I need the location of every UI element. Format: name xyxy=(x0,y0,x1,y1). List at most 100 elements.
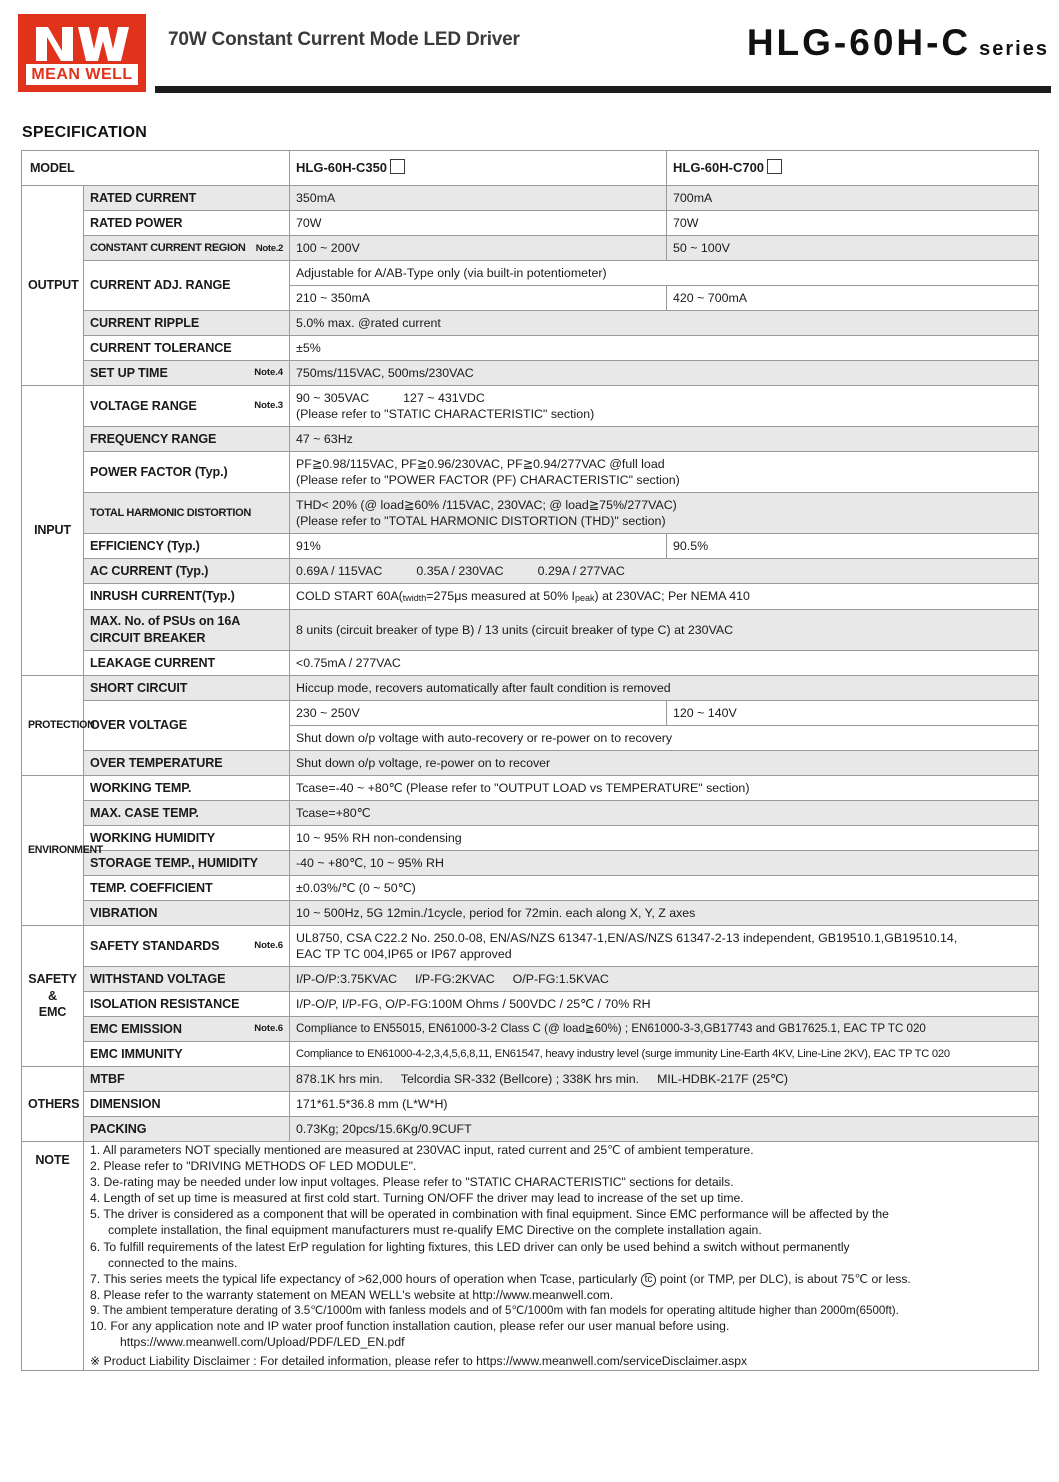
param-current-tolerance: CURRENT TOLERANCE xyxy=(82,335,291,361)
model-label: MODEL xyxy=(20,150,291,186)
value-short-circuit: Hiccup mode, recovers automatically afte… xyxy=(289,675,1040,701)
section-safety-line2: EMC xyxy=(38,1005,67,1020)
param-leakage-current: LEAKAGE CURRENT xyxy=(82,650,291,676)
value-voltage-range-line2: (Please refer to "STATIC CHARACTERISTIC"… xyxy=(296,407,595,421)
table-row-inrush: INRUSH CURRENT(Typ.) COLD START 60A(twid… xyxy=(22,583,1040,610)
value-over-temperature: Shut down o/p voltage, re-power on to re… xyxy=(289,750,1040,776)
note-8: 8. Please refer to the warranty statemen… xyxy=(90,1287,614,1302)
value-temp-coefficient: ±0.03%/℃ (0 ~ 50℃) xyxy=(289,875,1040,901)
value-vibration: 10 ~ 500Hz, 5G 12min./1cycle, period for… xyxy=(289,900,1040,926)
value-mtbf: 878.1K hrs min. Telcordia SR-332 (Bellcor… xyxy=(289,1066,1040,1092)
note-6: 6. To fulfill requirements of the latest… xyxy=(90,1239,850,1254)
table-row-max-case-temp: MAX. CASE TEMP. Tcase=+80℃ xyxy=(22,800,1040,826)
value-storage-temp-humidity: -40 ~ +80℃, 10 ~ 95% RH xyxy=(289,850,1040,876)
value-pf-line1: PF≧0.98/115VAC, PF≧0.96/230VAC, PF≧0.94/… xyxy=(296,456,665,471)
param-inrush-current: INRUSH CURRENT(Typ.) xyxy=(82,583,291,610)
table-row-thd: TOTAL HARMONIC DISTORTION THD< 20% (@ lo… xyxy=(22,492,1040,534)
table-row-efficiency: EFFICIENCY (Typ.) 91% 90.5% xyxy=(22,533,1040,559)
param-withstand-voltage: WITHSTAND VOLTAGE xyxy=(82,966,291,992)
table-row-emc-immunity: EMC IMMUNITY Compliance to EN61000-4-2,3… xyxy=(22,1041,1040,1067)
param-vibration: VIBRATION xyxy=(82,900,291,926)
note-ref-6a: Note.6 xyxy=(254,939,284,951)
value-emc-immunity: Compliance to EN61000-4-2,3,4,5,6,8,11, … xyxy=(289,1041,1040,1067)
table-row-max-psu: MAX. No. of PSUs on 16A CIRCUIT BREAKER … xyxy=(22,609,1040,651)
param-setup-label: SET UP TIME xyxy=(90,365,168,380)
table-row-current-adj-top: CURRENT ADJ. RANGE Adjustable for A/AB-T… xyxy=(22,260,1040,311)
inrush-peak: peak xyxy=(574,593,595,604)
note-10-url[interactable]: https://www.meanwell.com/Upload/PDF/LED_… xyxy=(120,1335,405,1350)
table-row-current-tolerance: CURRENT TOLERANCE ±5% xyxy=(22,335,1040,361)
table-row-rated-power: RATED POWER 70W 70W xyxy=(22,210,1040,236)
value-voltage-range: 90 ~ 305VAC 127 ~ 431VDC (Please refer to… xyxy=(289,385,1040,427)
param-mtbf: MTBF xyxy=(82,1066,291,1092)
mtbf-telcordia-std: Telcordia SR-332 (Bellcore) ; 338K hrs m… xyxy=(400,1071,640,1086)
spec-heading: SPECIFICATION xyxy=(22,124,147,141)
table-row-temp-coefficient: TEMP. COEFFICIENT ±0.03%/℃ (0 ~ 50℃) xyxy=(22,875,1040,901)
inrush-p5: s measured at 50% I xyxy=(461,589,575,604)
logo-brand-text: MEAN WELL xyxy=(26,64,138,85)
section-others: OTHERS xyxy=(21,1066,84,1142)
note-1: 1. All parameters NOT specially mentione… xyxy=(90,1143,754,1157)
model-1-name: HLG-60H-C350 xyxy=(296,160,388,176)
note-2: 2. Please refer to "DRIVING METHODS OF L… xyxy=(90,1159,417,1174)
voltage-dc: 127 ~ 431VDC xyxy=(403,390,485,405)
section-input: INPUT xyxy=(21,385,84,676)
value-current-adj-1: 210 ~ 350mA xyxy=(289,285,668,311)
voltage-ac: 90 ~ 305VAC xyxy=(296,390,370,405)
table-row-safety-standards: SAFETY & EMC SAFETY STANDARDS Note.6 UL87… xyxy=(21,925,1040,1067)
notes-block: 1. All parameters NOT specially mentione… xyxy=(82,1141,1040,1371)
value-max-psus: 8 units (circuit breaker of type B) / 13… xyxy=(289,609,1040,651)
model-2-name: HLG-60H-C700 xyxy=(673,160,765,176)
param-max-psus-line2: CIRCUIT BREAKER xyxy=(90,631,206,645)
param-efficiency: EFFICIENCY (Typ.) xyxy=(82,533,291,559)
value-rated-power-2: 70W xyxy=(666,210,1040,236)
note-10: 10. For any application note and IP wate… xyxy=(90,1319,730,1334)
param-voltage-range: VOLTAGE RANGE Note.3 xyxy=(82,385,291,427)
table-row-ccr: CONSTANT CURRENT REGION Note.2 100 ~ 200V… xyxy=(22,235,1040,261)
value-voltage-range-line1: 90 ~ 305VAC 127 ~ 431VDC xyxy=(296,390,1032,406)
param-emc-emission-label: EMC EMISSION xyxy=(90,1021,182,1036)
note-5-cont: complete installation, the final equipme… xyxy=(108,1223,762,1238)
note-ref-2: Note.2 xyxy=(255,242,284,254)
param-voltage-range-label: VOLTAGE RANGE xyxy=(90,398,197,413)
withstand-ip-fg: I/P-FG:2KVAC xyxy=(415,971,495,986)
inrush-twidth: twidth xyxy=(402,593,427,604)
table-row-working-temp: ENVIRONMENT WORKING TEMP. Tcase=-40 ~ +8… xyxy=(21,775,1040,926)
mtbf-telcordia-hours: 878.1K hrs min. xyxy=(296,1071,383,1086)
series-model: HLG-60H-C xyxy=(746,22,972,63)
table-row-ac-current: AC CURRENT (Typ.) 0.69A / 115VAC 0.35A / … xyxy=(22,558,1040,584)
value-efficiency-2: 90.5% xyxy=(666,533,1040,559)
param-constant-current-region: CONSTANT CURRENT REGION Note.2 xyxy=(82,235,291,261)
param-rated-power: RATED POWER xyxy=(82,210,291,236)
withstand-op-fg: O/P-FG:1.5KVAC xyxy=(512,971,609,986)
value-ac-current: 0.69A / 115VAC 0.35A / 230VAC 0.29A / 277V… xyxy=(289,558,1040,584)
table-row-isolation: ISOLATION RESISTANCE I/P-O/P, I/P-FG, O/… xyxy=(22,991,1040,1017)
value-over-voltage-1: 230 ~ 250V xyxy=(289,700,668,726)
table-row-frequency: FREQUENCY RANGE 47 ~ 63Hz xyxy=(22,426,1040,452)
value-safety-line1: UL8750, CSA C22.2 No. 250.0-08, EN/AS/NZ… xyxy=(296,930,958,945)
value-thd-line2: (Please refer to "TOTAL HARMONIC DISTORT… xyxy=(296,514,666,528)
param-max-case-temp: MAX. CASE TEMP. xyxy=(82,800,291,826)
param-packing: PACKING xyxy=(82,1116,291,1142)
tc-point-icon: tc xyxy=(640,1272,657,1287)
table-row-withstand-voltage: WITHSTAND VOLTAGE I/P-O/P:3.75KVAC I/P-FG… xyxy=(22,966,1040,992)
table-row-current-ripple: CURRENT RIPPLE 5.0% max. @rated current xyxy=(22,310,1040,336)
table-row-emc-emission: EMC EMISSION Note.6 Compliance to EN55015… xyxy=(22,1016,1040,1042)
table-row-notes: NOTE 1. All parameters NOT specially men… xyxy=(21,1141,1040,1371)
param-short-circuit: SHORT CIRCUIT xyxy=(82,675,291,701)
value-over-voltage-2: 120 ~ 140V xyxy=(666,700,1040,726)
table-row-current-adj-values: 210 ~ 350mA 420 ~ 700mA xyxy=(22,285,1040,311)
table-row-dimension: DIMENSION 171*61.5*36.8 mm (L*W*H) xyxy=(22,1091,1040,1117)
value-rated-current-1: 350mA xyxy=(289,185,668,211)
param-power-factor: POWER FACTOR (Typ.) xyxy=(82,451,291,493)
param-rated-current: RATED CURRENT xyxy=(82,185,291,211)
value-rated-current-2: 700mA xyxy=(666,185,1040,211)
ac-current-230: 0.35A / 230VAC xyxy=(416,563,504,578)
param-emc-emission: EMC EMISSION Note.6 xyxy=(82,1016,291,1042)
model-1-checkbox[interactable] xyxy=(390,159,406,175)
note-5: 5. The driver is considered as a compone… xyxy=(90,1207,889,1222)
table-row-vibration: VIBRATION 10 ~ 500Hz, 5G 12min./1cycle, … xyxy=(22,900,1040,926)
value-set-up-time: 750ms/115VAC, 500ms/230VAC xyxy=(289,360,1040,386)
model-2-checkbox[interactable] xyxy=(767,159,783,175)
value-working-humidity: 10 ~ 95% RH non-condensing xyxy=(289,825,1040,851)
